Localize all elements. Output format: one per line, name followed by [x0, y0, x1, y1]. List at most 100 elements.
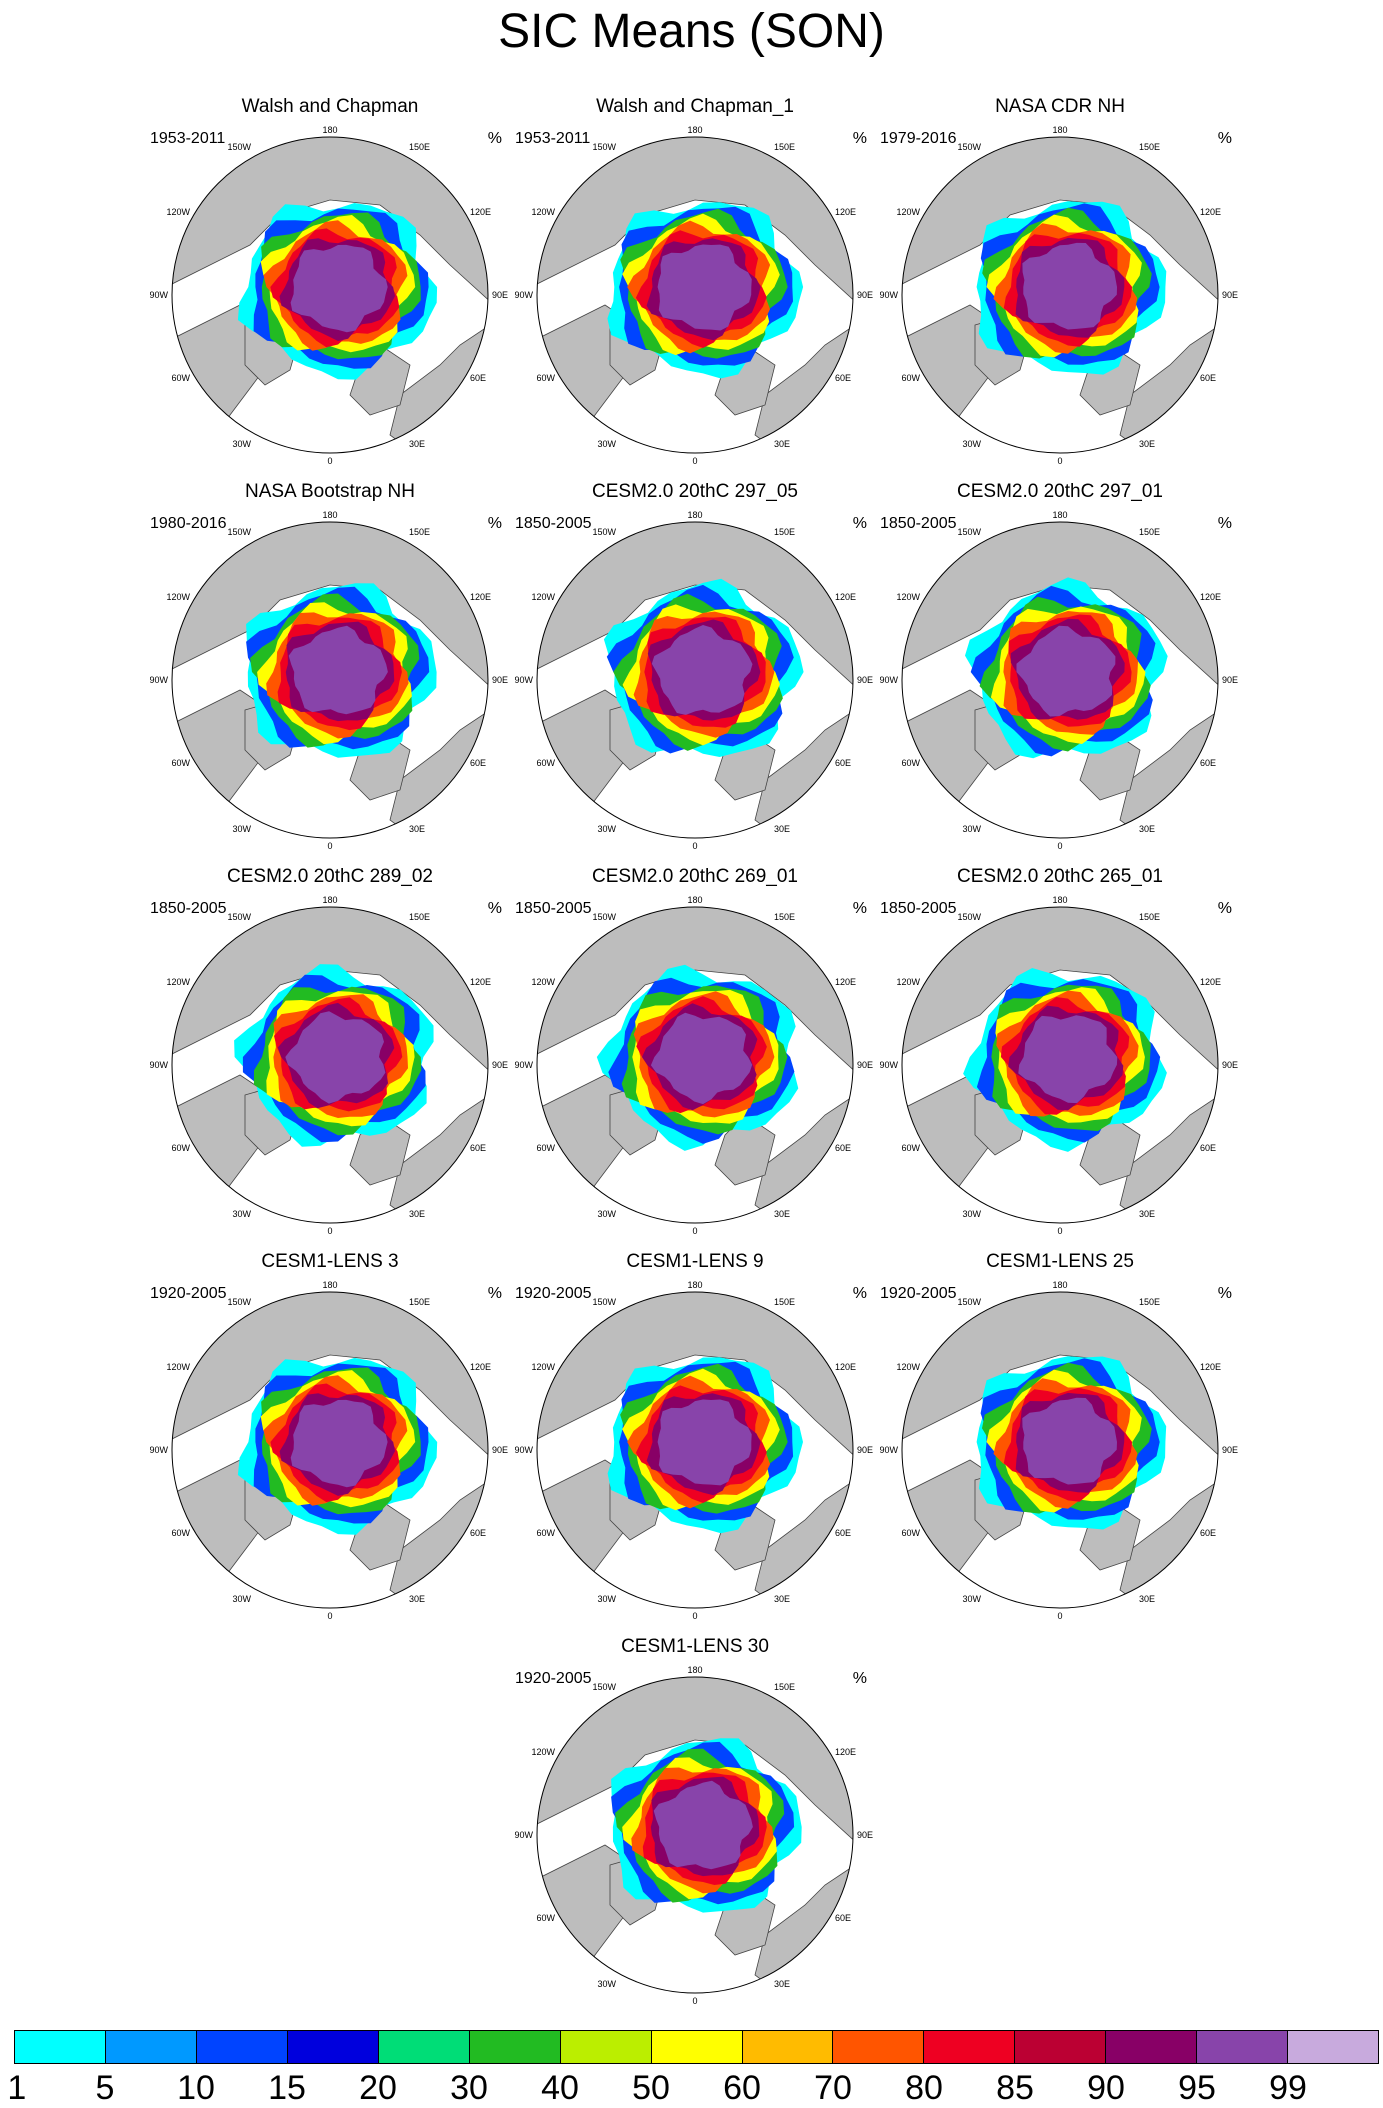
- longitude-label: 60W: [536, 373, 555, 383]
- longitude-label: 150W: [227, 142, 251, 152]
- panel-title: CESM2.0 20thC 297_01: [957, 481, 1163, 502]
- longitude-label: 0: [1057, 1611, 1062, 1620]
- colorbar-label: 85: [996, 2069, 1034, 2107]
- colorbar-swatch: [560, 2031, 652, 2063]
- colorbar-swatch: [924, 2031, 1016, 2063]
- longitude-label: 30E: [1139, 824, 1155, 834]
- map-panel: Walsh and Chapman_1 1953-2011% 180 0 90W 90E 1…: [515, 95, 875, 475]
- polar-stereographic-map: 180 0 90W 90E 150W 120W 150E 120E 60W 30W 60E 30E: [150, 895, 508, 1235]
- sea-ice-band: [1016, 625, 1116, 717]
- longitude-label: 30E: [409, 824, 425, 834]
- polar-stereographic-map: 180 0 90W 90E 150W 120W 150E 120E 60W 30W 60E 30E: [150, 510, 508, 850]
- longitude-label: 120W: [531, 1362, 555, 1372]
- longitude-label: 30W: [232, 824, 251, 834]
- colorbar-swatch: [469, 2031, 561, 2063]
- map-panel: CESM2.0 20thC 297_01 1850-2005% 180 0 90W 90E…: [880, 480, 1240, 860]
- longitude-label: 0: [1057, 456, 1062, 465]
- main-title: SIC Means (SON): [498, 5, 885, 58]
- longitude-label: 90W: [515, 675, 533, 685]
- longitude-label: 120W: [531, 977, 555, 987]
- longitude-label: 30E: [774, 1209, 790, 1219]
- colorbar-label: 50: [632, 2069, 670, 2107]
- panel-units: %: [487, 900, 502, 917]
- colorbar-swatch: [1197, 2031, 1289, 2063]
- map-panel: CESM2.0 20thC 289_02 1850-2005% 180 0 90W 90E…: [150, 865, 510, 1245]
- panel-units: %: [487, 515, 502, 532]
- longitude-label: 30E: [1139, 1594, 1155, 1604]
- longitude-label: 90W: [515, 1830, 533, 1840]
- longitude-label: 30W: [232, 1209, 251, 1219]
- longitude-label: 30W: [962, 1209, 981, 1219]
- longitude-label: 90W: [515, 1445, 533, 1455]
- longitude-label: 150W: [592, 142, 616, 152]
- longitude-label: 90W: [880, 1060, 898, 1070]
- longitude-label: 90W: [880, 675, 898, 685]
- longitude-label: 120E: [1200, 207, 1221, 217]
- longitude-label: 30W: [597, 1209, 616, 1219]
- longitude-label: 60W: [171, 1528, 190, 1538]
- longitude-label: 60E: [835, 1913, 851, 1923]
- longitude-label: 60W: [901, 373, 920, 383]
- panel-title: NASA CDR NH: [995, 96, 1125, 117]
- longitude-label: 120E: [835, 1747, 856, 1757]
- longitude-label: 150W: [592, 1682, 616, 1692]
- longitude-label: 180: [1052, 125, 1067, 135]
- map-panel: CESM1-LENS 30 1920-2005% 180 0 90W 90E 150W 120…: [515, 1635, 875, 2015]
- longitude-label: 120W: [531, 592, 555, 602]
- longitude-label: 30W: [232, 439, 251, 449]
- land-mass: [537, 522, 853, 701]
- map-panel: NASA Bootstrap NH 1980-2016% 180 0 90W 90E 150…: [150, 480, 510, 860]
- longitude-label: 30E: [774, 824, 790, 834]
- colorbar-strip: [14, 2030, 1379, 2064]
- colorbar: 1 5 10 15 20 30 40 50 60 70 80 85 90 95 99: [7, 2030, 1379, 2108]
- longitude-label: 120W: [896, 592, 920, 602]
- colorbar-label: 95: [1178, 2069, 1216, 2107]
- longitude-label: 90E: [857, 1060, 873, 1070]
- colorbar-label: 40: [541, 2069, 579, 2107]
- panel-units: %: [852, 900, 867, 917]
- longitude-label: 60E: [835, 1528, 851, 1538]
- panel-units: %: [487, 130, 502, 147]
- panel-title: CESM2.0 20thC 289_02: [227, 866, 433, 887]
- sea-ice-band: [657, 1399, 752, 1486]
- longitude-label: 30W: [597, 824, 616, 834]
- colorbar-swatch: [1015, 2031, 1107, 2063]
- longitude-label: 30E: [409, 1209, 425, 1219]
- panel-year-range: 1850-2005: [880, 515, 957, 532]
- colorbar-label: 70: [814, 2069, 852, 2107]
- longitude-label: 120E: [1200, 1362, 1221, 1372]
- panel-units: %: [852, 1285, 867, 1302]
- panel-units: %: [487, 1285, 502, 1302]
- longitude-label: 30E: [774, 439, 790, 449]
- polar-stereographic-map: 180 0 90W 90E 150W 120W 150E 120E 60W 30W 60E 30E: [515, 510, 873, 850]
- longitude-label: 90E: [1222, 1445, 1238, 1455]
- longitude-label: 180: [687, 1280, 702, 1290]
- sea-ice-band: [650, 1012, 753, 1105]
- longitude-label: 90W: [515, 290, 533, 300]
- longitude-label: 150E: [774, 1297, 795, 1307]
- sea-ice-band: [1022, 1397, 1117, 1485]
- panel-units: %: [852, 130, 867, 147]
- longitude-label: 60W: [901, 1143, 920, 1153]
- panel-title: CESM1-LENS 30: [621, 1636, 769, 1657]
- panel-title: CESM2.0 20thC 265_01: [957, 866, 1163, 887]
- longitude-label: 120E: [1200, 977, 1221, 987]
- polar-stereographic-map: 180 0 90W 90E 150W 120W 150E 120E 60W 30W 60E 30E: [880, 510, 1238, 850]
- map-panel: CESM1-LENS 25 1920-2005% 180 0 90W 90E 150W 120…: [880, 1250, 1240, 1630]
- longitude-label: 150E: [774, 1682, 795, 1692]
- longitude-label: 30E: [409, 439, 425, 449]
- panel-units: %: [852, 515, 867, 532]
- panel-title: Walsh and Chapman: [241, 96, 419, 117]
- longitude-label: 30E: [409, 1594, 425, 1604]
- panel-year-range: 1953-2011: [150, 130, 226, 147]
- longitude-label: 90W: [150, 675, 168, 685]
- longitude-label: 60E: [1200, 1528, 1216, 1538]
- polar-stereographic-map: 180 0 90W 90E 150W 120W 150E 120E 60W 30W 60E 30E: [515, 895, 873, 1235]
- panel-year-range: 1953-2011: [515, 130, 591, 147]
- panel-title: CESM1-LENS 25: [986, 1251, 1134, 1272]
- panel-year-range: 1850-2005: [515, 515, 592, 532]
- longitude-label: 120E: [470, 1362, 491, 1372]
- longitude-label: 30W: [962, 824, 981, 834]
- colorbar-swatch: [196, 2031, 288, 2063]
- longitude-label: 120E: [835, 592, 856, 602]
